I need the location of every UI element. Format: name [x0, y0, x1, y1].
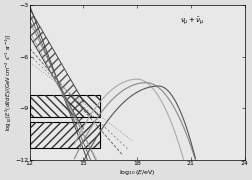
- Bar: [30, 95, 100, 117]
- X-axis label: $\log_{10}(E/\mathrm{eV})$: $\log_{10}(E/\mathrm{eV})$: [119, 168, 155, 177]
- Bar: [30, 122, 100, 148]
- Bar: [30, 95, 100, 117]
- Y-axis label: $\log_{10}[E^2(dI/dE)/(\mathrm{GeV\ cm^{-2}\ s^{-1}\ sr^{-1}})]$: $\log_{10}[E^2(dI/dE)/(\mathrm{GeV\ cm^{…: [4, 34, 14, 131]
- Bar: [30, 122, 100, 148]
- Text: $\nu_{\mu} + \bar{\nu}_{\mu}$: $\nu_{\mu} + \bar{\nu}_{\mu}$: [180, 15, 205, 27]
